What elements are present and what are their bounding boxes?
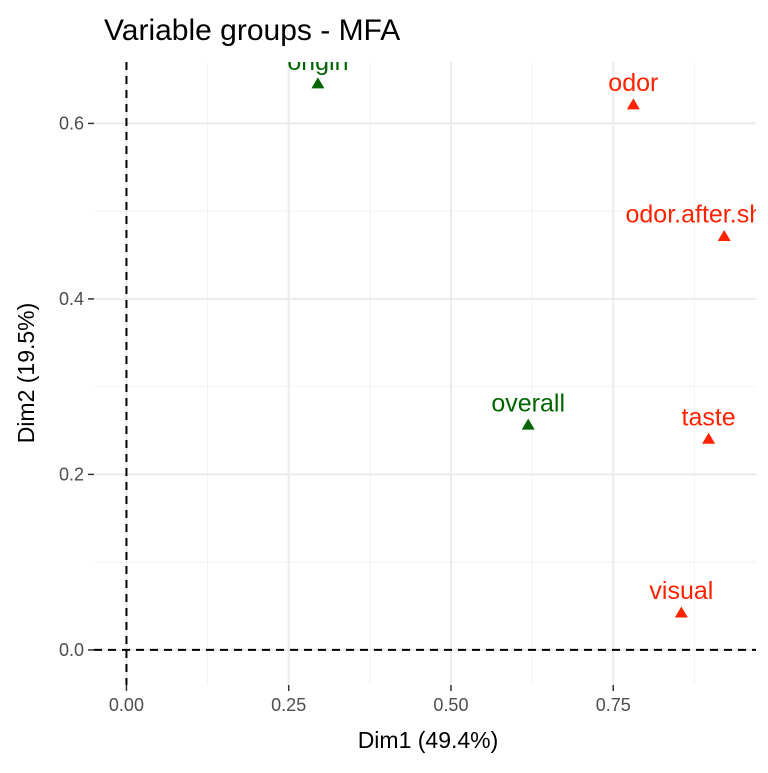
x-tick-label: 0.75 bbox=[596, 695, 631, 715]
grid-layer bbox=[94, 62, 756, 685]
y-tick-label: 0.2 bbox=[59, 464, 84, 484]
point-marker-origin bbox=[311, 77, 325, 89]
point-label-visual: visual bbox=[649, 577, 713, 605]
y-axis-title: Dim2 (19.5%) bbox=[13, 303, 39, 444]
y-tick-label: 0.6 bbox=[59, 113, 84, 133]
point-label-taste: taste bbox=[682, 403, 736, 431]
data-points: origin odor odor.after.shaking overall taste… bbox=[287, 48, 768, 618]
x-tick-label: 0.25 bbox=[271, 695, 306, 715]
x-tick-label: 0.00 bbox=[109, 695, 144, 715]
point-marker-odor-after-shaking bbox=[717, 230, 731, 242]
point-marker-odor bbox=[626, 98, 640, 110]
point-marker-taste bbox=[702, 432, 716, 444]
chart-title: Variable groups - MFA bbox=[104, 14, 400, 47]
point-label-origin: origin bbox=[287, 48, 348, 76]
point-label-odor: odor bbox=[608, 69, 658, 97]
point-label-odor-after-shaking: odor.after.shaking bbox=[626, 201, 768, 229]
point-label-overall: overall bbox=[491, 389, 565, 417]
y-tick-label: 0.0 bbox=[59, 640, 84, 660]
point-marker-visual bbox=[674, 606, 688, 618]
axes: 0.00 0.25 0.50 0.75 0.0 0.2 0.4 0.6 bbox=[59, 113, 631, 715]
y-tick-label: 0.4 bbox=[59, 289, 84, 309]
point-marker-overall bbox=[521, 418, 535, 430]
x-tick-label: 0.50 bbox=[433, 695, 468, 715]
reference-lines bbox=[94, 62, 756, 685]
x-axis-title: Dim1 (49.4%) bbox=[358, 727, 499, 753]
